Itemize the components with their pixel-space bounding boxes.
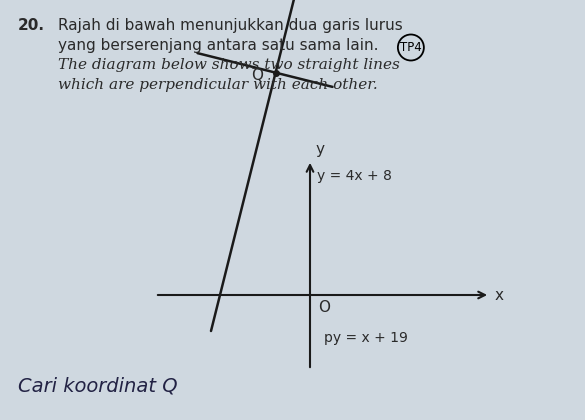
Text: which are perpendicular with each other.: which are perpendicular with each other. [58,78,378,92]
Text: y: y [315,142,324,157]
Text: 20.: 20. [18,18,45,33]
Text: x: x [495,288,504,302]
Text: y = 4x + 8: y = 4x + 8 [316,169,391,183]
Text: py = x + 19: py = x + 19 [324,331,407,345]
Text: TP4: TP4 [400,41,422,54]
Text: yang berserenjang antara satu sama lain.: yang berserenjang antara satu sama lain. [58,38,378,53]
Text: The diagram below shows two straight lines: The diagram below shows two straight lin… [58,58,400,72]
Text: Cari koordinat Q: Cari koordinat Q [18,376,178,395]
Text: Rajah di bawah menunjukkan dua garis lurus: Rajah di bawah menunjukkan dua garis lur… [58,18,402,33]
Text: O: O [318,300,330,315]
Text: Q: Q [252,68,264,83]
